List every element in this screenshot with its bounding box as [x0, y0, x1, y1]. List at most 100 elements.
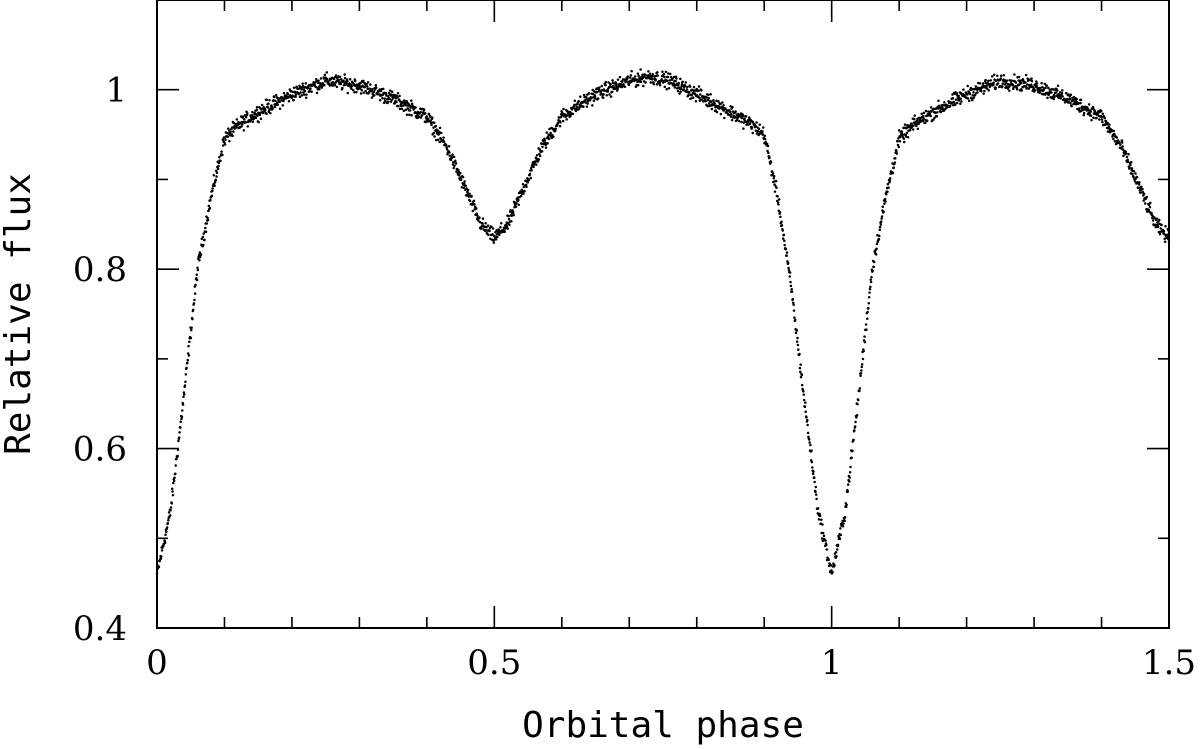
data-point [941, 103, 945, 107]
data-point [924, 109, 928, 113]
data-point [1124, 152, 1128, 155]
data-point [825, 548, 828, 551]
data-point [302, 93, 306, 96]
data-point [953, 103, 957, 106]
data-point [706, 104, 709, 108]
data-point [816, 507, 820, 510]
data-point [955, 92, 959, 95]
data-point [494, 230, 497, 234]
y-tick-label: 0.8 [73, 250, 127, 290]
data-point [486, 224, 490, 227]
data-point [584, 101, 587, 104]
data-point [452, 166, 455, 170]
data-point [879, 223, 883, 226]
data-point [1079, 98, 1083, 102]
data-point [1029, 83, 1033, 86]
data-point [291, 94, 294, 97]
data-point [932, 118, 935, 121]
data-point [457, 168, 460, 172]
data-point [717, 100, 720, 103]
data-point [596, 97, 600, 100]
data-point [721, 106, 725, 109]
data-point [712, 98, 715, 102]
data-point [179, 426, 182, 429]
data-point [692, 85, 696, 89]
data-point [992, 81, 996, 84]
data-point [186, 358, 190, 362]
data-point [526, 181, 529, 184]
data-point [590, 96, 593, 99]
data-point [217, 161, 221, 165]
data-point [1112, 137, 1115, 141]
data-point [686, 85, 689, 89]
data-point [782, 233, 786, 237]
data-point [160, 555, 163, 558]
data-point [317, 79, 320, 82]
data-point [683, 84, 687, 88]
data-point [186, 352, 190, 355]
data-point [976, 81, 980, 85]
data-point [906, 135, 910, 139]
data-point [452, 155, 456, 159]
data-point [192, 302, 196, 305]
data-point [693, 92, 697, 96]
data-point [554, 129, 557, 132]
data-point [797, 348, 800, 351]
data-point [348, 77, 352, 81]
data-point [937, 99, 940, 102]
data-point [476, 214, 479, 217]
data-point [682, 88, 686, 91]
data-point [517, 198, 520, 202]
data-point [1013, 73, 1016, 76]
y-axis-title: Relative flux [0, 173, 39, 455]
data-point [608, 85, 612, 88]
data-point [177, 439, 180, 443]
data-point [159, 557, 163, 560]
data-point [788, 275, 791, 278]
data-point [487, 233, 490, 237]
data-point [364, 89, 367, 93]
data-point [190, 328, 193, 332]
data-point [177, 436, 181, 439]
data-point [1131, 172, 1134, 176]
data-point [849, 465, 852, 469]
data-point [661, 70, 664, 74]
data-point [362, 91, 366, 94]
data-point [875, 242, 879, 246]
tick-labels: 0 0.5 1 1.5 0.4 0.6 0.8 1 [73, 71, 1196, 683]
data-point [217, 164, 220, 168]
data-point [865, 328, 868, 331]
data-point [626, 75, 630, 78]
data-point [808, 441, 811, 444]
data-point [1163, 240, 1167, 244]
data-point [859, 374, 862, 378]
data-point [887, 186, 890, 189]
data-point [721, 101, 724, 104]
data-point [176, 454, 179, 458]
data-point [813, 476, 816, 479]
data-point [215, 171, 219, 175]
data-point [232, 130, 235, 133]
data-point [1089, 110, 1092, 113]
data-point [1126, 158, 1129, 162]
data-point [957, 99, 961, 102]
data-point [1148, 205, 1152, 209]
data-point [868, 287, 872, 291]
data-point [334, 74, 338, 77]
data-point [538, 152, 541, 156]
data-point [814, 490, 817, 494]
data-point [332, 77, 336, 81]
data-point [278, 107, 282, 110]
x-axis-title: Orbital phase [522, 705, 804, 746]
data-point [765, 142, 769, 146]
data-point [648, 72, 652, 76]
data-point [554, 127, 557, 130]
data-point [374, 84, 378, 87]
data-point [187, 344, 190, 348]
data-point [461, 175, 465, 179]
data-point [488, 229, 491, 233]
data-point [1156, 225, 1160, 229]
data-point [882, 210, 885, 213]
data-point [1130, 167, 1134, 170]
data-point [1068, 97, 1072, 101]
